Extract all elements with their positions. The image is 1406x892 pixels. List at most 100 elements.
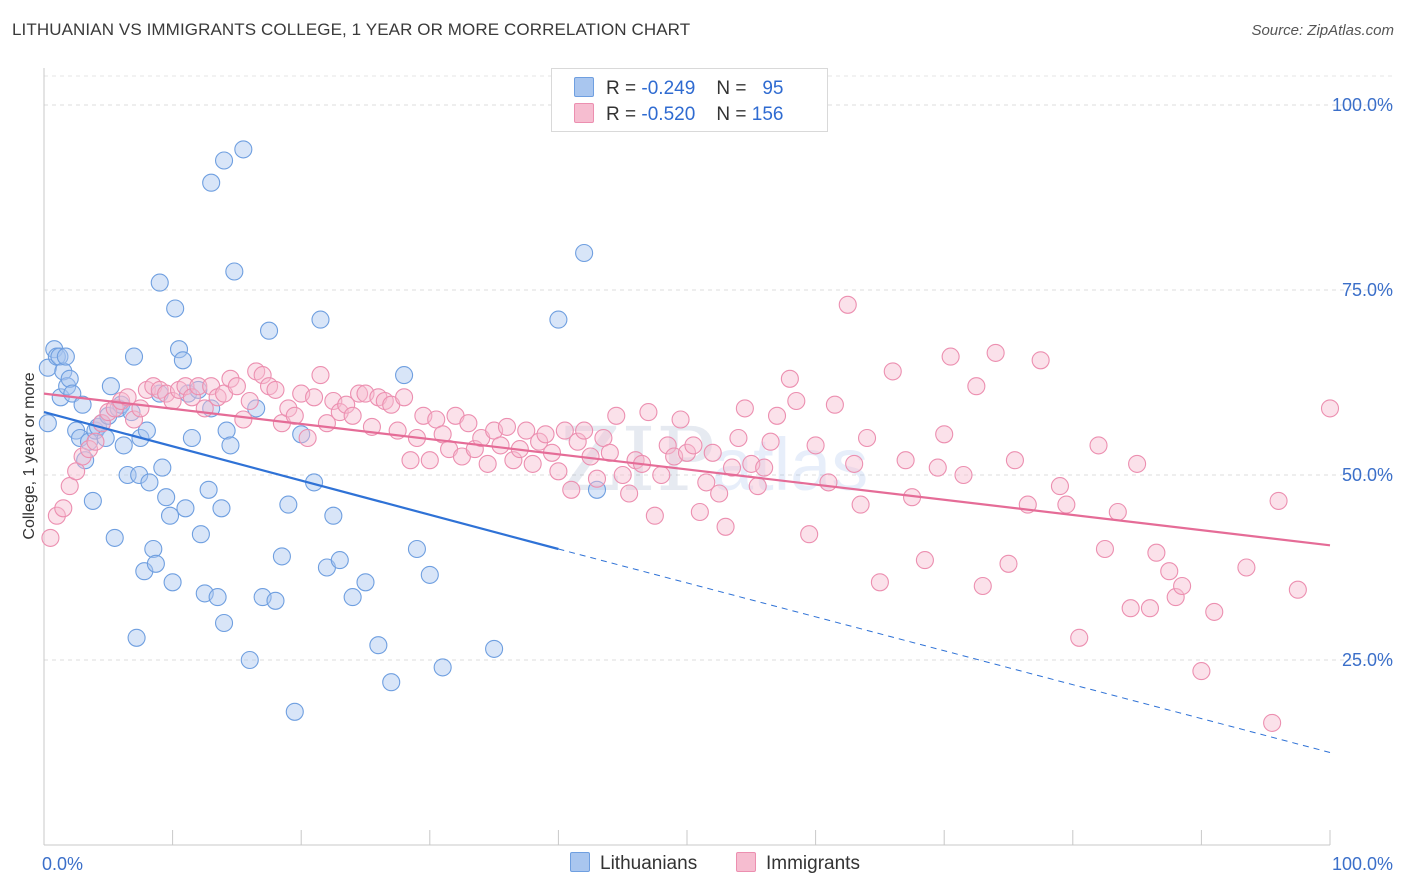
y-tick-label: 75.0%: [1342, 280, 1393, 300]
immigrant-point: [182, 388, 201, 407]
immigrant-point: [645, 506, 664, 525]
immigrant-point: [401, 451, 420, 470]
immigrant-point: [735, 399, 754, 418]
immigrant-point: [86, 432, 105, 451]
immigrant-point: [620, 484, 639, 503]
lithuanian-point: [169, 340, 189, 359]
immigrant-point: [459, 414, 478, 433]
lithuanian-point: [191, 525, 210, 544]
lithuanians-trend-line: [43, 411, 559, 551]
lithuanian-point: [324, 506, 343, 525]
y-tick-label: 25.0%: [1342, 650, 1393, 670]
immigrants-label: Immigrants: [766, 853, 860, 874]
immigrant-point: [780, 369, 799, 388]
immigrant-point: [41, 528, 60, 547]
immigrant-point: [568, 432, 587, 451]
immigrant-point: [973, 576, 992, 596]
immigrant-point: [118, 388, 137, 407]
lithuanian-point: [144, 539, 163, 559]
lithuanian-point: [176, 499, 195, 518]
y-tick-label: 50.0%: [1342, 465, 1393, 485]
immigrant-point: [800, 525, 819, 544]
legend-r-label: R =: [606, 104, 637, 125]
immigrant-point: [105, 399, 124, 418]
lithuanian-point: [240, 650, 259, 670]
lithuanian-point: [272, 547, 291, 566]
legend-row-immigrants: R = -0.520 N = 156: [574, 103, 783, 125]
lithuanian-point: [199, 480, 218, 499]
immigrant-point: [767, 406, 787, 425]
immigrant-point: [748, 477, 767, 496]
immigrant-point: [517, 421, 536, 440]
immigrant-point: [240, 391, 259, 411]
immigrant-point: [690, 502, 709, 522]
immigrant-point: [337, 395, 356, 414]
legend-item-immigrants[interactable]: Immigrants: [736, 852, 860, 875]
immigrant-point: [176, 377, 195, 396]
immigrant-point: [722, 458, 742, 477]
lithuanian-point: [166, 299, 185, 318]
lithuanian-point: [127, 628, 146, 647]
x-tick-labels: 0.0% 100.0%: [42, 854, 1393, 874]
lithuanian-point: [160, 506, 180, 525]
immigrant-point: [1140, 599, 1160, 618]
lithuanian-point: [575, 243, 594, 263]
immigrant-point: [124, 410, 144, 429]
immigrant-point: [530, 432, 549, 451]
legend-item-lithuanians[interactable]: Lithuanians: [570, 852, 697, 875]
immigrant-point: [671, 410, 690, 429]
immigrant-point: [941, 347, 960, 366]
immigrant-point: [395, 388, 414, 407]
lithuanian-point: [38, 414, 57, 433]
trend-lines: [43, 392, 1331, 753]
immigrant-point: [857, 428, 877, 448]
lithuanian-point: [140, 473, 159, 492]
lithuanian-point: [54, 362, 73, 381]
lithuanian-point: [114, 436, 133, 455]
immigrant-point: [587, 469, 607, 488]
lithuanian-point: [101, 377, 120, 396]
lithuanian-point: [124, 347, 144, 366]
immigrants-trend-line: [43, 392, 1331, 547]
immigrant-point: [838, 295, 857, 314]
immigrant-point: [285, 406, 304, 425]
immigrant-point: [298, 428, 317, 448]
lithuanian-point: [173, 351, 192, 370]
immigrant-point: [613, 465, 632, 485]
immigrant-point: [954, 465, 973, 485]
legend-n-label: N =: [716, 104, 747, 125]
immigrant-point: [523, 454, 542, 473]
immigrant-point: [870, 573, 889, 592]
immigrant-point: [1050, 477, 1069, 496]
immigrant-point: [1121, 599, 1140, 618]
x-tick-label: 100.0%: [1332, 854, 1393, 874]
lithuanian-point: [259, 321, 279, 340]
immigrant-point: [54, 499, 73, 518]
lithuanian-point: [146, 554, 165, 573]
immigrant-point: [652, 465, 671, 485]
lithuanian-point: [407, 539, 426, 559]
lithuanian-point: [356, 573, 375, 592]
chart-title: LITHUANIAN VS IMMIGRANTS COLLEGE, 1 YEAR…: [12, 20, 691, 39]
lithuanian-point: [221, 436, 240, 455]
lithuanian-point: [60, 369, 79, 388]
watermark-atlas: atlas: [712, 423, 868, 506]
immigrant-point: [825, 395, 844, 414]
y-tick-label: 100.0%: [1332, 95, 1393, 115]
immigrant-point: [1237, 558, 1256, 577]
immigrant-point: [986, 343, 1005, 362]
immigrant-point: [819, 473, 838, 492]
immigrant-point: [677, 443, 697, 462]
lithuanian-point: [50, 347, 69, 366]
immigrant-point: [536, 425, 555, 444]
lithuanian-point: [369, 636, 388, 655]
lithuanians-swatch: [570, 852, 590, 872]
legend-row-lithuanians: R = -0.249 N = 95: [574, 77, 783, 99]
immigrant-point: [73, 447, 92, 466]
immigrant-point: [1205, 602, 1224, 621]
immigrant-point: [221, 369, 240, 388]
immigrant-point: [1031, 351, 1050, 370]
lithuanian-point: [214, 613, 234, 633]
axes: [43, 68, 1331, 846]
lithuanian-point: [163, 573, 182, 592]
